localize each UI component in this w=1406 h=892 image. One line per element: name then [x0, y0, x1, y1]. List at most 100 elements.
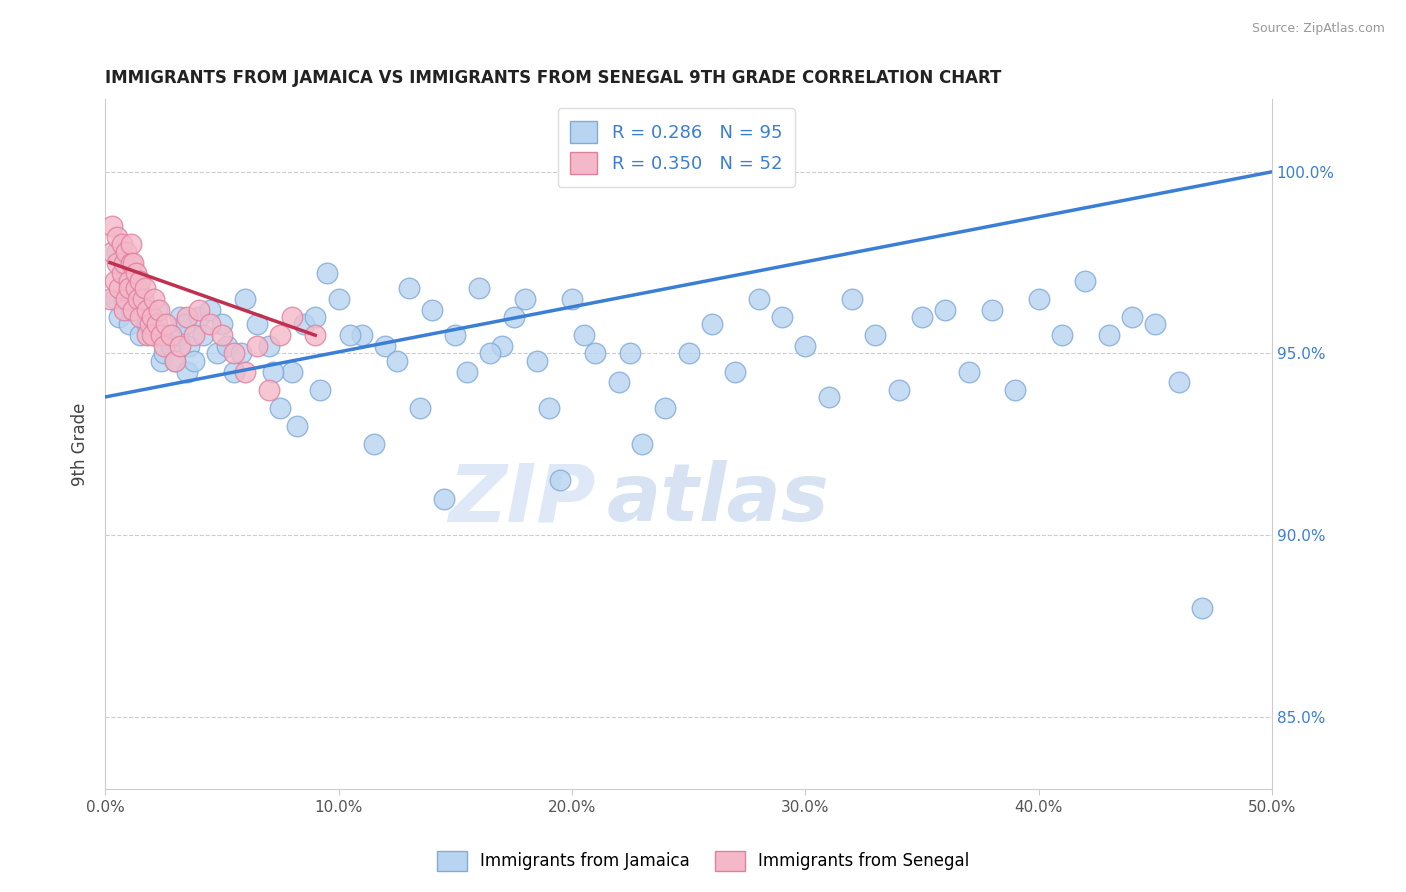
Point	[176, 310, 198, 324]
Point	[619, 346, 641, 360]
Point	[385, 353, 408, 368]
Point	[103, 292, 125, 306]
Point	[537, 401, 560, 415]
Point	[205, 346, 228, 360]
Point	[143, 292, 166, 306]
Point	[169, 339, 191, 353]
Point	[165, 353, 187, 368]
Point	[159, 339, 181, 353]
Point	[700, 318, 723, 332]
Point	[246, 318, 269, 332]
Point	[315, 267, 337, 281]
Point	[398, 281, 420, 295]
Point	[124, 281, 146, 295]
Point	[155, 318, 177, 332]
Point	[817, 390, 839, 404]
Point	[1074, 274, 1097, 288]
Point	[141, 310, 163, 324]
Point	[134, 281, 156, 295]
Point	[526, 353, 548, 368]
Point	[136, 302, 159, 317]
Point	[1121, 310, 1143, 324]
Point	[159, 328, 181, 343]
Point	[1191, 600, 1213, 615]
Point	[222, 365, 245, 379]
Point	[863, 328, 886, 343]
Point	[233, 365, 256, 379]
Text: IMMIGRANTS FROM JAMAICA VS IMMIGRANTS FROM SENEGAL 9TH GRADE CORRELATION CHART: IMMIGRANTS FROM JAMAICA VS IMMIGRANTS FR…	[105, 69, 1001, 87]
Point	[269, 328, 291, 343]
Point	[222, 346, 245, 360]
Point	[103, 274, 125, 288]
Point	[136, 318, 159, 332]
Point	[548, 474, 571, 488]
Point	[215, 339, 238, 353]
Point	[166, 328, 188, 343]
Point	[491, 339, 513, 353]
Point	[1028, 292, 1050, 306]
Point	[328, 292, 350, 306]
Point	[281, 310, 304, 324]
Point	[117, 281, 139, 295]
Point	[122, 302, 145, 317]
Point	[108, 310, 131, 324]
Point	[110, 267, 132, 281]
Point	[269, 401, 291, 415]
Point	[409, 401, 432, 415]
Point	[152, 339, 174, 353]
Point	[432, 491, 454, 506]
Point	[200, 302, 222, 317]
Point	[155, 328, 177, 343]
Point	[572, 328, 595, 343]
Point	[183, 353, 205, 368]
Point	[129, 328, 152, 343]
Point	[281, 365, 304, 379]
Point	[120, 237, 142, 252]
Point	[173, 318, 195, 332]
Point	[120, 302, 142, 317]
Point	[285, 419, 308, 434]
Point	[141, 310, 163, 324]
Point	[183, 328, 205, 343]
Point	[98, 292, 121, 306]
Point	[138, 318, 160, 332]
Point	[607, 376, 630, 390]
Point	[1004, 383, 1026, 397]
Point	[724, 365, 747, 379]
Point	[115, 267, 138, 281]
Point	[502, 310, 524, 324]
Point	[176, 365, 198, 379]
Point	[887, 383, 910, 397]
Point	[145, 318, 167, 332]
Point	[179, 339, 201, 353]
Point	[105, 244, 128, 259]
Point	[233, 292, 256, 306]
Point	[444, 328, 467, 343]
Point	[105, 255, 128, 269]
Point	[841, 292, 863, 306]
Point	[150, 353, 173, 368]
Point	[748, 292, 770, 306]
Point	[115, 292, 138, 306]
Point	[246, 339, 269, 353]
Point	[165, 353, 187, 368]
Point	[129, 274, 152, 288]
Point	[187, 310, 209, 324]
Point	[127, 292, 149, 306]
Text: Source: ZipAtlas.com: Source: ZipAtlas.com	[1251, 22, 1385, 36]
Point	[229, 346, 252, 360]
Point	[105, 230, 128, 244]
Point	[262, 365, 284, 379]
Point	[257, 339, 280, 353]
Point	[456, 365, 478, 379]
Point	[304, 328, 326, 343]
Y-axis label: 9th Grade: 9th Grade	[72, 402, 89, 486]
Point	[124, 267, 146, 281]
Point	[131, 292, 153, 306]
Point	[136, 328, 159, 343]
Point	[583, 346, 606, 360]
Point	[420, 302, 443, 317]
Point	[257, 383, 280, 397]
Point	[101, 244, 124, 259]
Point	[654, 401, 676, 415]
